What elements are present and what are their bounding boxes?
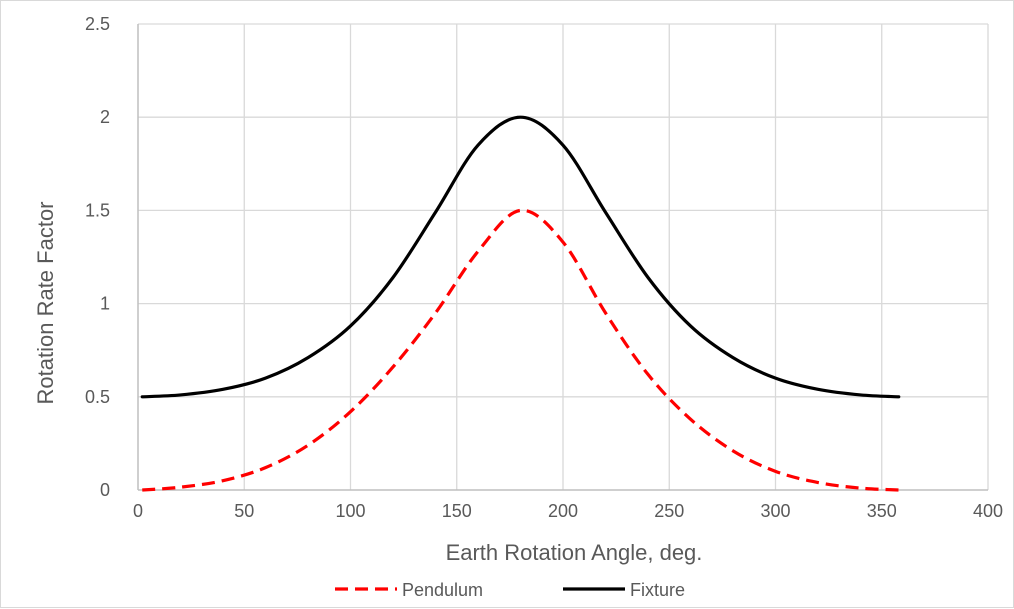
x-tick-label: 150 <box>442 501 472 521</box>
x-axis-title: Earth Rotation Angle, deg. <box>446 540 703 565</box>
legend-label-pendulum: Pendulum <box>402 580 483 600</box>
x-tick-label: 300 <box>760 501 790 521</box>
axes <box>137 24 988 491</box>
y-tick-label: 2.5 <box>85 14 110 34</box>
y-tick-label: 2 <box>100 107 110 127</box>
gridlines <box>138 23 989 490</box>
series-line-fixture <box>140 115 901 399</box>
x-tick-label: 250 <box>654 501 684 521</box>
series-line-pendulum <box>142 208 899 492</box>
x-tick-label: 400 <box>973 501 1003 521</box>
y-axis-title: Rotation Rate Factor <box>33 202 58 405</box>
x-tick-label: 0 <box>133 501 143 521</box>
y-tick-label: 0 <box>100 480 110 500</box>
series-lines <box>140 115 901 492</box>
y-tick-label: 1 <box>100 294 110 314</box>
x-tick-label: 100 <box>335 501 365 521</box>
legend: Pendulum Fixture <box>335 580 685 600</box>
tick-labels: 0 50 100 150 200 250 300 350 400 0 0.5 1 1.5 2 2.5 <box>85 14 1003 521</box>
legend-label-fixture: Fixture <box>630 580 685 600</box>
x-tick-label: 200 <box>548 501 578 521</box>
y-tick-label: 0.5 <box>85 387 110 407</box>
x-tick-label: 50 <box>234 501 254 521</box>
y-tick-label: 1.5 <box>85 200 110 220</box>
x-tick-label: 350 <box>867 501 897 521</box>
